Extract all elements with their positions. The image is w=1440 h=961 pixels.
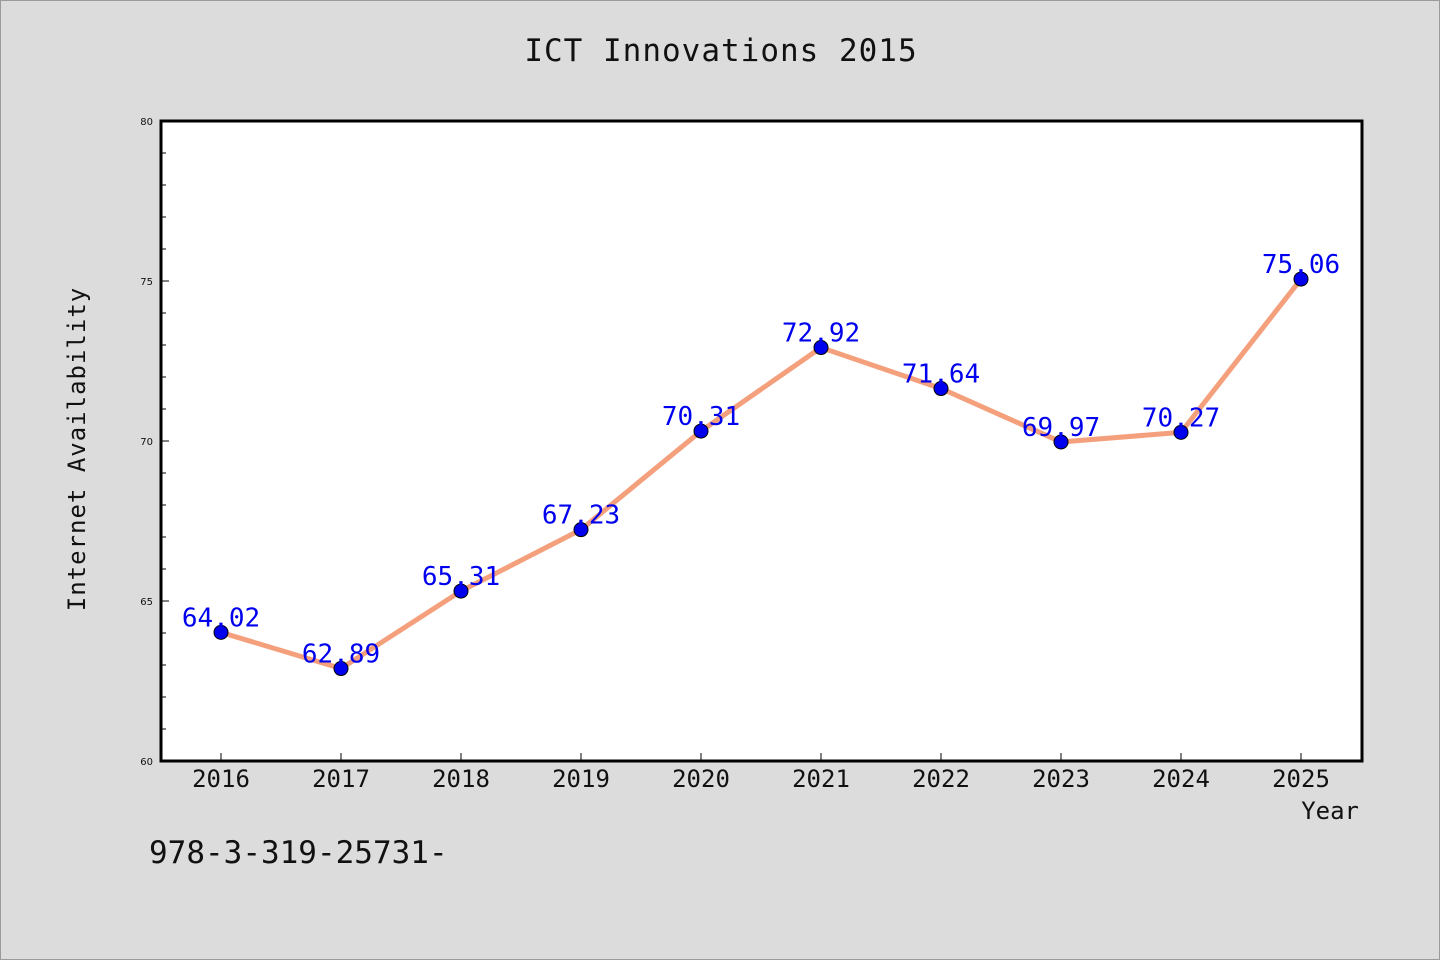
data-point [933, 381, 949, 397]
x-tick-label: 2020 [672, 765, 730, 793]
data-point [813, 340, 829, 356]
data-label: 75.06 [1262, 250, 1340, 280]
x-tick-label: 2017 [312, 765, 370, 793]
x-tick-label: 2019 [552, 765, 610, 793]
y-tick-label: 65 [140, 597, 153, 608]
data-point [573, 522, 589, 538]
data-label: 71.64 [902, 360, 980, 390]
data-label: 67.23 [542, 501, 620, 531]
chart-title: ICT Innovations 2015 [524, 33, 918, 69]
data-label: 72.92 [782, 319, 860, 349]
data-label: 70.31 [662, 402, 740, 432]
data-point [693, 423, 709, 439]
x-tick-label: 2018 [432, 765, 490, 793]
data-label: 62.89 [302, 640, 380, 670]
footnote-isbn: 978-3-319-25731- [149, 835, 448, 871]
x-axis-title: Year [1301, 797, 1359, 825]
data-point [1173, 424, 1189, 440]
data-label: 69.97 [1022, 413, 1100, 443]
series-line [218, 276, 1304, 672]
data-point [333, 661, 349, 677]
data-point [1053, 434, 1069, 450]
data-label: 65.31 [422, 562, 500, 592]
x-tick-label: 2025 [1272, 765, 1330, 793]
x-tick-label: 2024 [1152, 765, 1210, 793]
x-tick-label: 2016 [192, 765, 250, 793]
y-tick-label: 80 [140, 117, 153, 128]
y-tick-label: 75 [140, 277, 153, 288]
data-label: 64.02 [182, 603, 260, 633]
y-tick-label: 60 [140, 757, 153, 768]
y-axis-title: Internet Availability [63, 286, 91, 612]
y-tick-label: 70 [140, 437, 153, 448]
x-tick-label: 2022 [912, 765, 970, 793]
x-tick-label: 2021 [792, 765, 850, 793]
data-label: 70.27 [1142, 403, 1220, 433]
data-point [1293, 271, 1309, 287]
x-tick-label: 2023 [1032, 765, 1090, 793]
data-point [453, 583, 469, 599]
data-point [213, 624, 229, 640]
